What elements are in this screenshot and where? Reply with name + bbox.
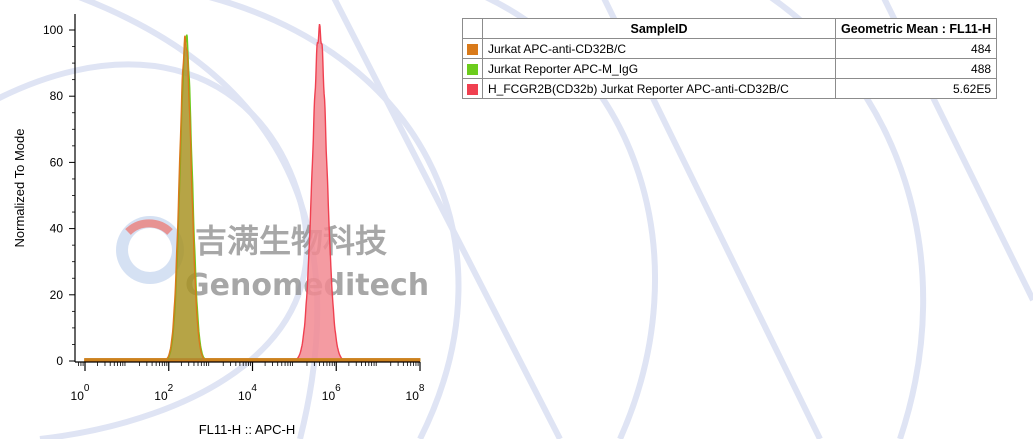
y-tick-label: 20 [50,288,64,302]
x-axis-title: FL11-H :: APC-H [199,422,296,437]
y-tick-label: 0 [56,354,63,368]
sample-name: Jurkat APC-anti-CD32B/C [482,38,836,59]
y-tick-label: 100 [43,23,63,37]
y-ticks: 0 20 40 60 80 100 [43,23,75,368]
watermark: 吉满生物科技 Genomeditech [116,216,429,303]
table-row: Jurkat Reporter APC-M_IgG 488 [462,58,998,79]
table-row: Jurkat APC-anti-CD32B/C 484 [462,38,998,59]
table-row: H_FCGR2B(CD32b) Jurkat Reporter APC-anti… [462,78,998,99]
statistics-table: SampleID Geometric Mean : FL11-H Jurkat … [462,18,998,99]
watermark-logo [116,216,184,284]
x-tick-label: 106 [322,383,341,403]
y-tick-label: 80 [50,89,64,103]
geomean-value: 488 [834,58,998,79]
histogram-series-2 [84,34,421,362]
y-tick-label: 60 [50,155,64,169]
sampleid-header: SampleID [482,18,836,39]
geomean-value: 5.62E5 [834,78,998,99]
x-tick-label: 102 [154,383,173,403]
series-swatch [467,43,478,55]
x-ticks: 100 102 104 106 108 [71,362,425,403]
histogram-series-1 [84,35,421,362]
table-header-row: SampleID Geometric Mean : FL11-H [462,18,998,39]
x-tick-label: 108 [406,383,425,403]
x-tick-label: 104 [238,383,257,403]
series-swatch [467,63,478,75]
series-swatch [467,83,478,95]
sample-name: Jurkat Reporter APC-M_IgG [482,58,836,79]
series-layer [84,23,421,362]
histogram-series-3 [84,23,421,362]
geomean-header: Geometric Mean : FL11-H [834,18,998,39]
swatch-header [462,18,483,39]
sample-name: H_FCGR2B(CD32b) Jurkat Reporter APC-anti… [482,78,836,99]
y-tick-label: 40 [50,222,64,236]
x-tick-label: 100 [71,383,90,403]
geomean-value: 484 [834,38,998,59]
watermark-cn: 吉满生物科技 [195,222,387,260]
y-axis-title: Normalized To Mode [12,129,27,248]
